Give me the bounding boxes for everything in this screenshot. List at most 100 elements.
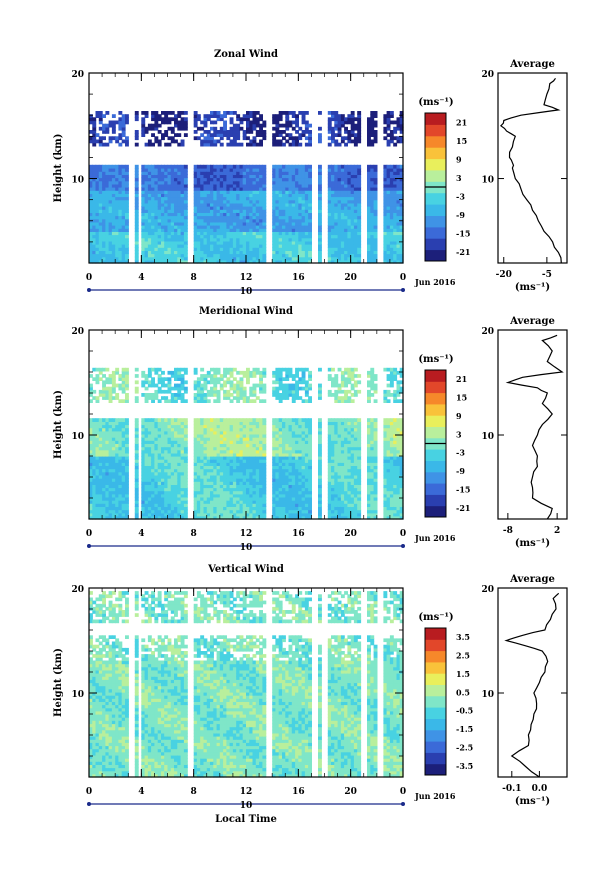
heatmap-cell: [344, 247, 348, 251]
heatmap-cell: [174, 367, 178, 372]
heatmap-cell: [200, 142, 205, 147]
heatmap-cell: [108, 456, 113, 460]
heatmap-cell: [134, 380, 139, 385]
heatmap-cell: [367, 259, 371, 264]
heatmap-cell: [304, 218, 309, 223]
heatmap-cell: [98, 209, 103, 213]
heatmap-cell: [298, 221, 303, 226]
heatmap-cell: [301, 209, 306, 213]
heatmap-cell: [102, 383, 106, 388]
heatmap-cell: [98, 437, 103, 441]
heatmap-cell: [344, 117, 348, 122]
heatmap-cell: [151, 446, 155, 451]
heatmap-cell: [141, 427, 146, 432]
heatmap-cell: [174, 481, 178, 485]
heatmap-cell: [291, 228, 296, 232]
heatmap-cell: [125, 421, 129, 426]
heatmap-cell: [262, 183, 267, 188]
heatmap-cell: [147, 253, 152, 258]
heatmap-cell: [242, 196, 247, 201]
heatmap-cell: [183, 259, 188, 264]
heatmap-cell: [226, 206, 231, 210]
heatmap-cell: [134, 199, 139, 204]
heatmap-cell: [213, 190, 218, 194]
heatmap-cell: [288, 199, 293, 204]
heatmap-cell: [275, 177, 280, 182]
heatmap-cell: [102, 199, 106, 204]
heatmap-cell: [95, 424, 100, 429]
heatmap-cell: [154, 228, 159, 232]
heatmap-cell: [219, 256, 224, 261]
heatmap-cell: [102, 456, 106, 460]
heatmap-cell: [111, 196, 116, 201]
heatmap-cell: [144, 452, 149, 457]
heatmap-cell: [370, 187, 375, 191]
heatmap-cell: [239, 193, 244, 198]
heatmap-cell: [92, 481, 97, 485]
heatmap-cell: [151, 218, 155, 223]
heatmap-cell: [98, 225, 103, 229]
heatmap-cell: [105, 228, 110, 232]
heatmap-cell: [147, 465, 152, 470]
colorbar-tick-label: -3: [456, 191, 465, 201]
heatmap-cell: [367, 228, 371, 232]
heatmap-cell: [102, 190, 106, 194]
heatmap-cell: [89, 253, 93, 258]
heatmap-cell: [291, 247, 296, 251]
heatmap-cell: [259, 168, 263, 172]
heatmap-cell: [203, 130, 208, 134]
heatmap-cell: [98, 440, 103, 444]
heatmap-cell: [161, 380, 165, 385]
heatmap-cell: [164, 212, 169, 217]
heatmap-cell: [353, 177, 358, 182]
heatmap-cell: [334, 174, 339, 179]
heatmap-cell: [327, 206, 332, 210]
heatmap-cell: [232, 168, 237, 172]
heatmap-cell: [219, 136, 224, 141]
heatmap-cell: [396, 240, 401, 245]
heatmap-cell: [92, 389, 97, 394]
heatmap-cell: [154, 367, 159, 372]
heatmap-cell: [236, 202, 241, 207]
heatmap-cell: [108, 228, 113, 232]
heatmap-cell: [125, 443, 129, 448]
heatmap-cell: [144, 250, 149, 255]
heatmap-cell: [255, 237, 260, 242]
heatmap-cell: [308, 231, 312, 236]
heatmap-cell: [92, 440, 97, 444]
heatmap-cell: [154, 474, 159, 479]
heatmap-cell: [177, 237, 182, 242]
heatmap-cell: [118, 240, 123, 245]
heatmap-cell: [161, 493, 165, 498]
heatmap-cell: [282, 231, 286, 236]
heatmap-cell: [344, 171, 348, 175]
heatmap-cell: [118, 418, 123, 422]
heatmap-cell: [118, 174, 123, 179]
heatmap-cell: [95, 374, 100, 378]
heatmap-cell: [108, 177, 113, 182]
heatmap-cell: [304, 193, 309, 198]
heatmap-cell: [259, 164, 263, 169]
heatmap-cell: [353, 225, 358, 229]
heatmap-cell: [108, 509, 113, 514]
heatmap-cell: [200, 180, 205, 185]
heatmap-cell: [164, 383, 169, 388]
heatmap-cell: [350, 130, 355, 134]
heatmap-cell: [193, 206, 198, 210]
heatmap-cell: [255, 193, 260, 198]
heatmap-cell: [200, 244, 205, 248]
heatmap-cell: [157, 240, 162, 245]
heatmap-cell: [144, 225, 149, 229]
heatmap-cell: [125, 493, 129, 498]
heatmap-cell: [275, 240, 280, 245]
heatmap-cell: [373, 221, 378, 226]
heatmap-cell: [134, 427, 139, 432]
heatmap-cell: [98, 202, 103, 207]
heatmap-cell: [121, 187, 126, 191]
heatmap-cell: [383, 256, 388, 261]
heatmap-cell: [167, 377, 172, 381]
heatmap-cell: [334, 123, 339, 128]
heatmap-cell: [154, 234, 159, 239]
heatmap-cell: [295, 120, 299, 125]
heatmap-cell: [272, 180, 277, 185]
